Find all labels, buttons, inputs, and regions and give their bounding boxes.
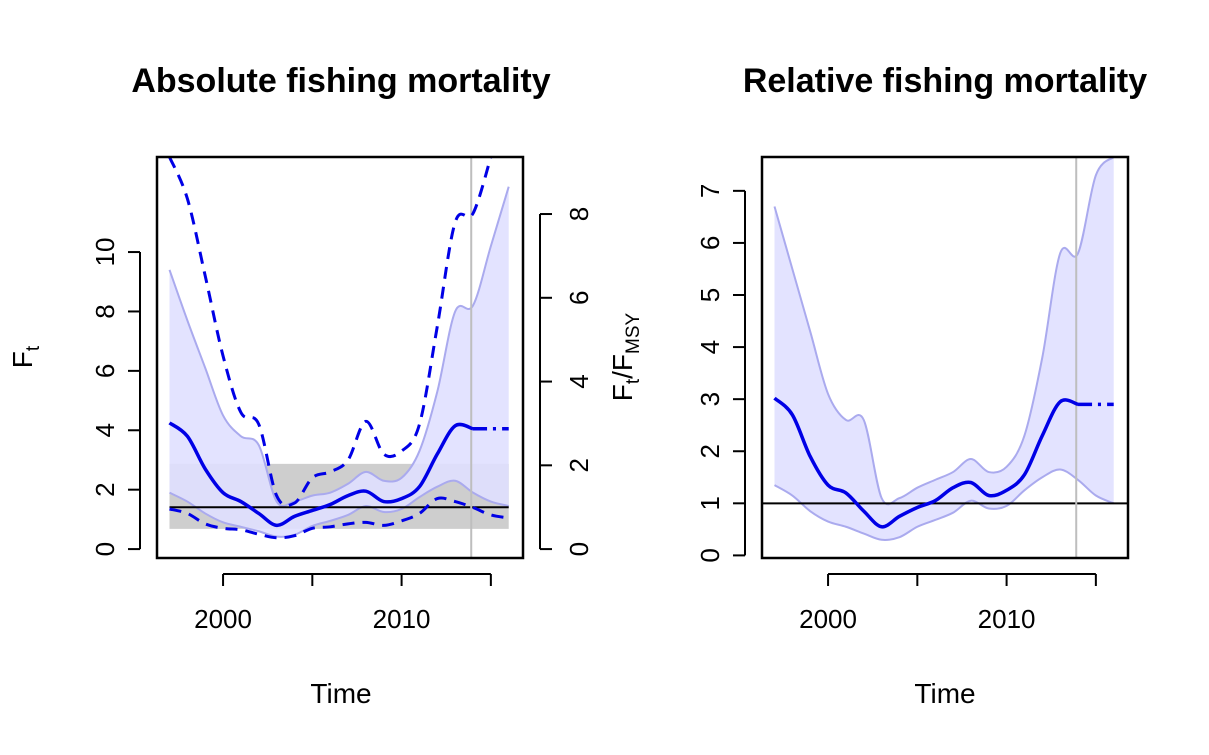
x-tick-label: 2000 xyxy=(194,604,252,634)
y-tick-label: 1 xyxy=(695,496,725,510)
right-label-sub-t: t xyxy=(623,378,644,384)
right-label-f: F xyxy=(607,384,638,401)
y-tick-label: 4 xyxy=(90,423,120,437)
y-tick-label: 4 xyxy=(695,340,725,354)
plot-frame xyxy=(760,155,1130,560)
absolute-fishing-mortality-panel: Absolute fishing mortality 2000 2010 0246… xyxy=(7,62,644,709)
series-layer xyxy=(762,157,1128,558)
y-tick-label: 3 xyxy=(695,392,725,406)
svg-text:Ft: Ft xyxy=(7,345,44,368)
y-tick-label: 5 xyxy=(695,288,725,302)
y-axis-label-main: F xyxy=(7,351,38,368)
right-tick-label: 8 xyxy=(564,207,594,221)
x-tick-label: 2010 xyxy=(373,604,431,634)
plot-frame xyxy=(155,155,525,560)
x-axis-label: Time xyxy=(310,678,371,709)
x-tick-label: 2000 xyxy=(799,604,857,634)
right-y-axis: 0 2 4 6 8 xyxy=(539,207,594,556)
y-axis-label-sub: t xyxy=(23,345,44,351)
chart-title: Absolute fishing mortality xyxy=(131,62,550,100)
y-axis-label: Ft xyxy=(7,345,44,368)
y-tick-label: 0 xyxy=(695,548,725,562)
x-tick-label: 2010 xyxy=(978,604,1036,634)
x-axis: 2000 2010 xyxy=(799,573,1097,634)
relative-fishing-mortality-panel: Relative fishing mortality 2000 2010 0 1 2 3… xyxy=(695,62,1147,709)
estimate-line xyxy=(773,396,1079,529)
confidence-band xyxy=(169,186,509,537)
y-tick-label: 6 xyxy=(90,364,120,378)
y-tick-label: 6 xyxy=(695,236,725,250)
right-label-slash-f: /F xyxy=(607,354,638,379)
plot-area xyxy=(762,157,1128,558)
estimate-line xyxy=(168,421,474,528)
y-tick-label: 2 xyxy=(695,444,725,458)
right-tick-label: 2 xyxy=(564,458,594,472)
x-axis: 2000 2010 xyxy=(194,573,492,634)
y-tick-label: 8 xyxy=(90,304,120,318)
y-tick-label: 7 xyxy=(695,184,725,198)
y-tick-label: 10 xyxy=(90,238,120,267)
x-axis-label: Time xyxy=(914,678,975,709)
right-y-axis-label: Ft/FMSY xyxy=(607,312,644,401)
right-tick-label: 0 xyxy=(564,542,594,556)
ci-upper-line xyxy=(168,186,510,507)
right-tick-label: 6 xyxy=(564,291,594,305)
ci-upper-line xyxy=(773,157,1115,506)
ci-lower-line xyxy=(773,468,1115,541)
plot-area xyxy=(168,157,510,558)
chart-title: Relative fishing mortality xyxy=(743,62,1147,100)
y-tick-label: 2 xyxy=(90,482,120,496)
svg-text:Ft/FMSY: Ft/FMSY xyxy=(607,312,644,401)
y-axis: 0 1 2 3 4 5 6 7 xyxy=(695,184,746,563)
right-tick-label: 4 xyxy=(564,374,594,388)
right-label-sub-msy: MSY xyxy=(623,312,644,354)
series-layer xyxy=(168,157,510,558)
y-axis: 0 2 4 6 8 10 xyxy=(90,238,141,556)
dashed-upper-line xyxy=(168,157,493,507)
confidence-band xyxy=(774,157,1114,540)
ci-lower-line xyxy=(169,479,509,538)
y-tick-label: 0 xyxy=(90,542,120,556)
